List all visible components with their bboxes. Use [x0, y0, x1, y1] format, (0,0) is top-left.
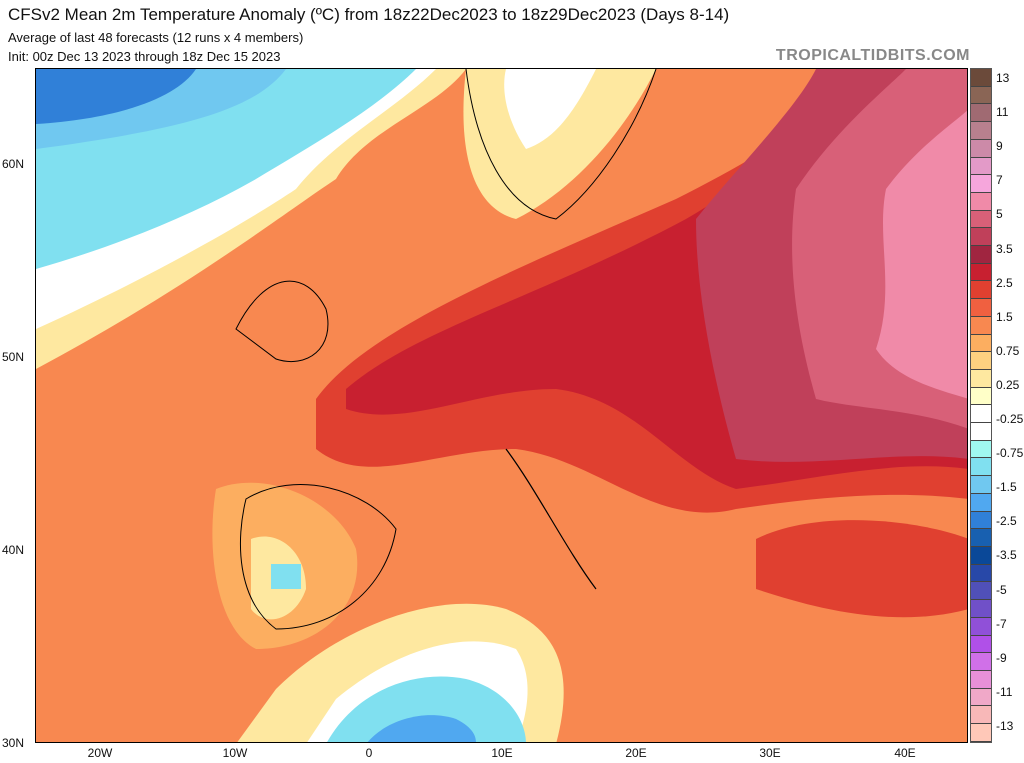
lat-label: 60N: [2, 157, 25, 171]
colorbar-bin: [971, 440, 991, 459]
colorbar: [970, 68, 992, 743]
colorbar-label: 7: [996, 173, 1003, 188]
colorbar-bin: [971, 122, 991, 140]
colorbar-label: 0.25: [996, 377, 1020, 392]
colorbar-label: 11: [996, 105, 1009, 120]
colorbar-bin: [971, 104, 991, 123]
lon-label: 20E: [625, 746, 647, 760]
lon-label: 30E: [759, 746, 781, 760]
map-subtitle: Average of last 48 forecasts (12 runs x …: [8, 30, 304, 45]
colorbar-bin: [971, 210, 991, 229]
colorbar-bin: [971, 192, 991, 211]
colorbar-label: -9: [996, 650, 1007, 665]
colorbar-bin: [971, 724, 991, 742]
colorbar-label: 2.5: [996, 275, 1013, 290]
lon-label: 0: [365, 746, 373, 760]
colorbar-label: 5: [996, 207, 1003, 222]
lat-label: 50N: [2, 350, 25, 364]
colorbar-bin: [971, 706, 991, 725]
colorbar-bin: [971, 69, 991, 87]
temperature-anomaly-map: [35, 68, 968, 743]
colorbar-bin: [971, 263, 991, 282]
map-title: CFSv2 Mean 2m Temperature Anomaly (ºC) f…: [8, 5, 730, 24]
colorbar-bin: [971, 564, 991, 583]
colorbar-bin: [971, 546, 991, 565]
colorbar-label: 9: [996, 139, 1003, 154]
colorbar-bin: [971, 600, 991, 618]
brand-watermark: TROPICALTIDBITS.COM: [775, 47, 970, 64]
colorbar-bin: [971, 86, 991, 105]
colorbar-bin: [971, 387, 991, 406]
colorbar-bin: [971, 369, 991, 388]
colorbar-label: 1.5: [996, 309, 1013, 324]
lon-label: 10E: [491, 746, 513, 760]
colorbar-bin: [971, 228, 991, 247]
colorbar-label: -2.5: [996, 514, 1017, 529]
lat-label: 40N: [2, 543, 25, 557]
colorbar-bin: [971, 157, 991, 176]
lon-label: 20W: [87, 746, 113, 760]
colorbar-bin: [971, 493, 991, 512]
colorbar-bin: [971, 635, 991, 654]
colorbar-label: -13: [996, 719, 1014, 733]
colorbar-label: -0.25: [996, 412, 1024, 427]
colorbar-label: -0.75: [996, 446, 1024, 461]
colorbar-bin: [971, 281, 991, 300]
lon-label: 10W: [222, 746, 248, 760]
colorbar-bin: [971, 511, 991, 530]
colorbar-bin: [971, 139, 991, 158]
colorbar-label: -3.5: [996, 548, 1017, 563]
colorbar-bin: [971, 617, 991, 636]
colorbar-label: 13: [996, 71, 1010, 85]
colorbar-bin: [971, 529, 991, 547]
lon-label: 40E: [894, 746, 916, 760]
colorbar-bin: [971, 299, 991, 317]
colorbar-bin: [971, 582, 991, 601]
colorbar-label: 3.5: [996, 241, 1013, 256]
colorbar-label: -7: [996, 616, 1007, 631]
colorbar-label: 0.75: [996, 343, 1020, 358]
colorbar-bin: [971, 175, 991, 193]
colorbar-bin: [971, 246, 991, 264]
colorbar-bin: [971, 653, 991, 671]
colorbar-bin: [971, 688, 991, 707]
init-time-label: Init: 00z Dec 13 2023 through 18z Dec 15…: [8, 49, 281, 64]
colorbar-label: -11: [996, 684, 1013, 699]
lat-label: 30N: [2, 736, 25, 750]
colorbar-bin: [971, 476, 991, 494]
colorbar-label: -5: [996, 582, 1007, 597]
colorbar-bin: [971, 316, 991, 335]
colorbar-bin: [971, 334, 991, 353]
colorbar-bin: [971, 405, 991, 424]
colorbar-bin: [971, 423, 991, 441]
colorbar-bin: [971, 352, 991, 370]
colorbar-bin: [971, 670, 991, 689]
colorbar-label: -1.5: [996, 480, 1017, 495]
colorbar-bin: [971, 458, 991, 477]
